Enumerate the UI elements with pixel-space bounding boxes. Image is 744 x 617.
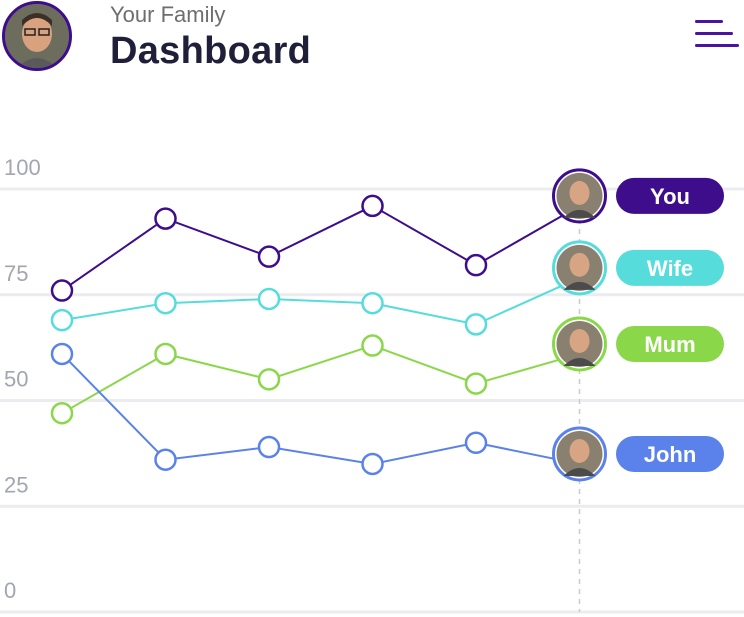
data-point-john[interactable] xyxy=(464,431,488,455)
data-point-you[interactable] xyxy=(257,245,281,268)
data-point-john[interactable] xyxy=(361,452,384,476)
data-point-john[interactable] xyxy=(154,448,177,471)
avatar-face-icon xyxy=(5,4,69,68)
y-tick-label: 25 xyxy=(4,472,28,497)
wife-avatar-body xyxy=(563,281,596,290)
series-line-mum xyxy=(61,344,580,415)
legend-pill-bg xyxy=(616,325,724,362)
legend-pill-john[interactable]: John xyxy=(616,435,724,472)
you-avatar-body xyxy=(563,209,596,218)
family-line-chart: 100 75 50 25 0 You Wife Mum John xyxy=(0,155,744,614)
y-tick-label: 100 xyxy=(4,155,41,180)
data-point-you[interactable] xyxy=(361,194,384,218)
data-point-you[interactable] xyxy=(50,279,74,302)
data-point-wife[interactable] xyxy=(154,291,177,315)
legend-label-john: John xyxy=(644,442,697,467)
page-title: Dashboard xyxy=(110,30,312,72)
you-avatar-icon[interactable] xyxy=(552,168,607,224)
data-point-wife[interactable] xyxy=(361,291,384,315)
legend-pill-wife[interactable]: Wife xyxy=(616,249,724,286)
data-point-mum[interactable] xyxy=(50,401,74,425)
wife-avatar-face xyxy=(569,252,590,277)
data-point-john[interactable] xyxy=(50,342,74,366)
data-point-wife[interactable] xyxy=(464,313,488,336)
data-point-you[interactable] xyxy=(154,207,177,230)
mum-avatar-icon[interactable] xyxy=(552,316,607,372)
data-point-you[interactable] xyxy=(464,253,488,277)
page-subtitle: Your Family xyxy=(110,2,226,27)
user-avatar-icon[interactable] xyxy=(2,1,72,71)
data-point-mum[interactable] xyxy=(361,334,384,357)
legend-label-mum: Mum xyxy=(644,332,695,357)
data-point-mum[interactable] xyxy=(464,372,488,395)
menu-icon[interactable] xyxy=(695,18,739,52)
data-point-mum[interactable] xyxy=(154,342,177,366)
wife-avatar-icon[interactable] xyxy=(552,240,607,296)
john-avatar-body xyxy=(563,467,596,476)
data-point-mum[interactable] xyxy=(257,368,281,391)
legend-pill-mum[interactable]: Mum xyxy=(616,325,724,362)
series-line-wife xyxy=(61,276,580,326)
legend-label-wife: Wife xyxy=(647,256,693,281)
header: Your Family Dashboard xyxy=(0,0,744,80)
mum-avatar-face xyxy=(569,328,590,353)
legend-pill-you[interactable]: You xyxy=(616,177,724,214)
y-tick-label: 75 xyxy=(4,261,28,286)
data-point-wife[interactable] xyxy=(257,287,281,311)
legend-pill-bg xyxy=(616,435,724,472)
series-line-you xyxy=(61,204,580,292)
john-avatar-face xyxy=(569,438,590,463)
y-tick-label: 0 xyxy=(4,578,16,603)
legend-pill-bg xyxy=(616,177,724,214)
john-avatar-icon[interactable] xyxy=(552,426,607,482)
legend-label-you: You xyxy=(650,184,690,209)
you-avatar-face xyxy=(569,180,590,205)
series-line-john xyxy=(61,353,580,465)
y-tick-label: 50 xyxy=(4,367,28,392)
mum-avatar-body xyxy=(563,357,596,366)
legend-pill-bg xyxy=(616,249,724,286)
data-point-john[interactable] xyxy=(257,435,281,459)
data-point-wife[interactable] xyxy=(50,308,74,332)
